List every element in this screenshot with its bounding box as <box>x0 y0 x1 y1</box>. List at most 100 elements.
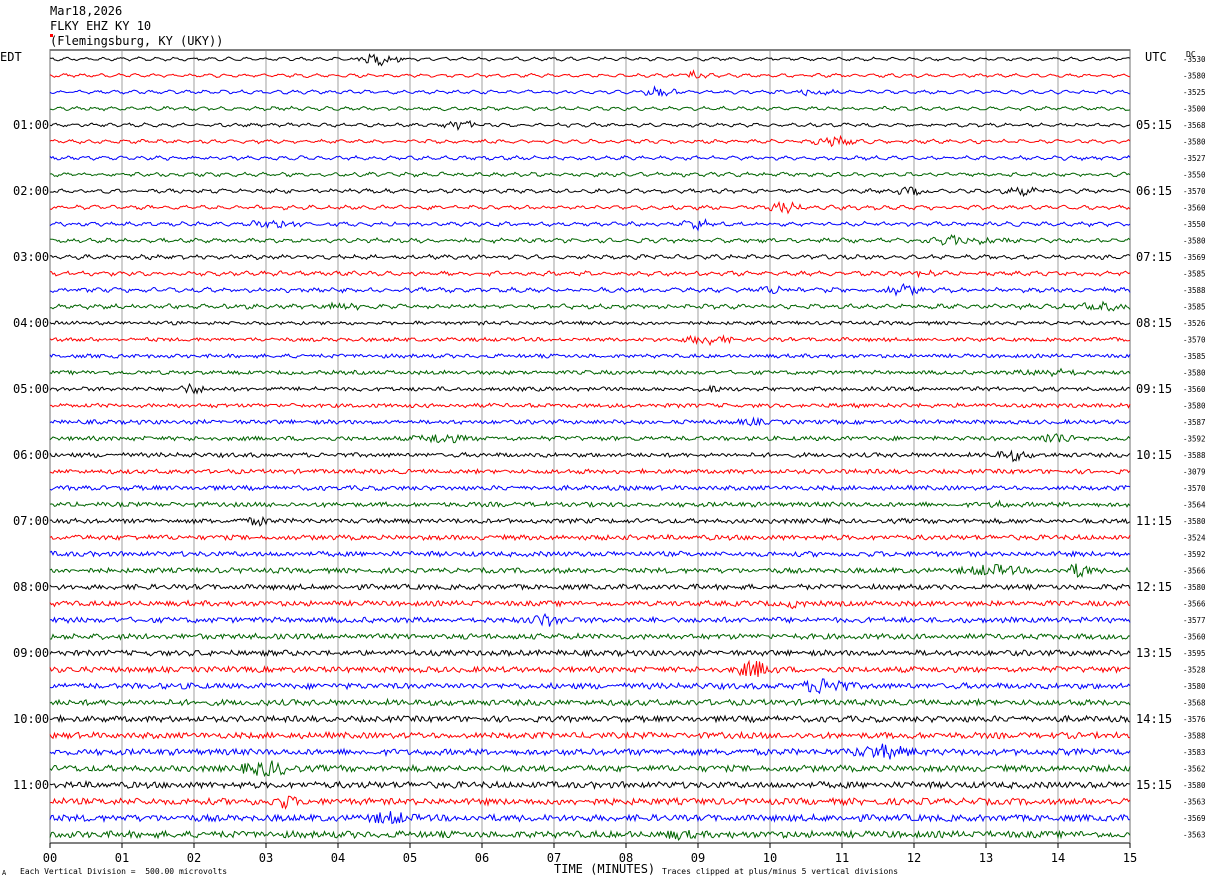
seismic-trace <box>49 269 1131 279</box>
seismic-trace <box>49 382 1131 395</box>
seismic-trace <box>49 648 1131 658</box>
seismic-trace <box>49 467 1131 476</box>
seismic-trace <box>49 563 1131 578</box>
seismic-trace <box>50 714 1131 724</box>
dc-offset-label: -3563 <box>1183 798 1206 807</box>
x-tick-label: 14 <box>1051 851 1065 865</box>
x-tick-label: 09 <box>691 851 705 865</box>
seismic-trace <box>49 484 1131 492</box>
dc-offset-label: -3580 <box>1183 72 1206 81</box>
seismic-trace <box>50 402 1131 409</box>
dc-offset-label: -3580 <box>1183 237 1206 246</box>
label-layer: 00 01 02 03 04 05 06 07 08 09 10 11 12 13 14 15 -3530 -35… <box>13 55 1206 865</box>
start-marker <box>50 34 53 37</box>
dc-offset-label: -3563 <box>1183 831 1206 840</box>
dc-offset-label: -3585 <box>1183 352 1206 361</box>
left-hour-label: 11:00 <box>13 778 49 792</box>
seismic-trace <box>49 599 1131 610</box>
seismic-trace <box>49 613 1131 627</box>
dc-offset-label: -3564 <box>1183 501 1206 510</box>
dc-offset-label: -3587 <box>1183 418 1206 427</box>
right-hour-label: 14:15 <box>1136 712 1172 726</box>
right-hour-label: 07:15 <box>1136 250 1172 264</box>
dc-offset-label: -3585 <box>1183 303 1206 312</box>
grid-layer <box>49 49 1131 848</box>
dc-offset-label: -3526 <box>1183 319 1206 328</box>
seismic-trace <box>49 352 1131 359</box>
dc-offset-label: -3570 <box>1183 484 1206 493</box>
seismic-trace <box>49 743 1131 760</box>
seismic-trace <box>49 550 1131 558</box>
dc-offset-label: -3588 <box>1183 732 1206 741</box>
seismic-trace <box>49 449 1131 463</box>
left-hour-label: 09:00 <box>13 646 49 660</box>
right-hour-label: 08:15 <box>1136 316 1172 330</box>
seismic-trace <box>49 53 1131 67</box>
x-axis-title: TIME (MINUTES) <box>554 862 656 876</box>
x-tick-label: 13 <box>979 851 993 865</box>
x-tick-label: 07 <box>547 851 561 865</box>
dc-offset-label: -3580 <box>1183 781 1206 790</box>
dc-offset-label: -3525 <box>1183 88 1206 97</box>
seismic-trace <box>49 171 1131 178</box>
seismic-trace <box>49 320 1131 326</box>
seismic-trace <box>49 829 1131 841</box>
seismic-trace <box>49 105 1131 112</box>
header-station: FLKY EHZ KY 10 <box>50 19 152 33</box>
seismic-trace <box>49 730 1130 740</box>
dc-label: DC <box>1186 50 1196 59</box>
dc-offset-label: -3569 <box>1183 253 1206 262</box>
seismic-trace <box>49 582 1131 592</box>
x-tick-label: 05 <box>403 851 417 865</box>
dc-offset-label: -3588 <box>1183 451 1206 460</box>
right-hour-label: 09:15 <box>1136 382 1172 396</box>
dc-offset-label: -3568 <box>1183 699 1206 708</box>
left-hour-label: 08:00 <box>13 580 49 594</box>
x-tick-label: 15 <box>1123 851 1137 865</box>
seismic-trace <box>49 795 1131 810</box>
x-tick-label: 00 <box>43 851 57 865</box>
scale-note: Each Vertical Division = 500.00 microvol… <box>20 867 228 876</box>
dc-offset-label: -3560 <box>1183 204 1206 213</box>
right-hour-label: 06:15 <box>1136 184 1172 198</box>
header-location: (Flemingsburg, KY (UKY)) <box>50 34 224 48</box>
dc-offset-label: -3569 <box>1183 814 1206 823</box>
dc-offset-label: -3570 <box>1183 187 1206 196</box>
dc-offset-label: -3527 <box>1183 154 1206 163</box>
dc-offset-label: -3500 <box>1183 105 1206 114</box>
x-tick-label: 04 <box>331 851 345 865</box>
clip-note: Traces clipped at plus/minus 5 vertical … <box>662 867 899 876</box>
dc-offset-label: -3595 <box>1183 649 1206 658</box>
dc-offset-label: -3562 <box>1183 765 1206 774</box>
x-tick-label: 03 <box>259 851 273 865</box>
dc-offset-label: -3560 <box>1183 385 1206 394</box>
seismic-trace <box>49 282 1131 297</box>
left-hour-label: 06:00 <box>13 448 49 462</box>
seismic-trace <box>49 760 1131 778</box>
seismic-trace <box>49 69 1131 79</box>
seismic-trace <box>49 697 1131 707</box>
seismic-trace <box>49 659 1131 677</box>
left-hour-label: 10:00 <box>13 712 49 726</box>
dc-offset-label: -3568 <box>1183 121 1206 130</box>
dc-offset-label: -3592 <box>1183 435 1206 444</box>
x-tick-label: 10 <box>763 851 777 865</box>
dc-offset-label: -3566 <box>1183 600 1206 609</box>
timezone-left-label: EDT <box>0 50 22 64</box>
seismic-trace <box>49 416 1131 427</box>
x-tick-label: 06 <box>475 851 489 865</box>
seismic-trace <box>50 253 1131 261</box>
seismic-trace <box>49 779 1131 790</box>
seismic-trace <box>49 134 1131 148</box>
dc-offset-label: -3566 <box>1183 567 1206 576</box>
right-hour-label: 12:15 <box>1136 580 1172 594</box>
seismic-trace <box>49 233 1131 246</box>
seismic-trace <box>49 433 1131 444</box>
right-hour-label: 11:15 <box>1136 514 1172 528</box>
seismic-trace <box>49 217 1131 232</box>
dc-offset-label: -3580 <box>1183 682 1206 691</box>
x-tick-label: 02 <box>187 851 201 865</box>
dc-offset-label: -3550 <box>1183 171 1206 180</box>
left-hour-label: 02:00 <box>13 184 49 198</box>
